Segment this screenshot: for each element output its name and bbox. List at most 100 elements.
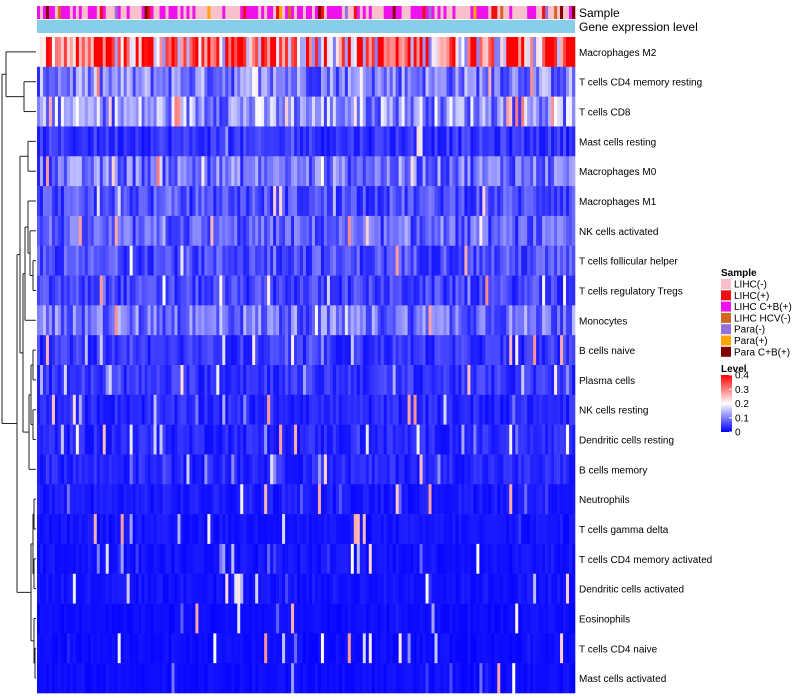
heatmap-body <box>37 37 576 694</box>
heatmap-cell <box>548 633 552 664</box>
heatmap-cell <box>225 305 229 336</box>
heatmap-cell <box>165 275 169 306</box>
heatmap-cell <box>78 365 83 396</box>
heatmap-cell <box>69 424 74 455</box>
heatmap-cell <box>482 633 486 664</box>
heatmap-cell <box>141 156 145 187</box>
heatmap-cell <box>147 335 151 366</box>
heatmap-cell <box>60 245 65 276</box>
heatmap-cell <box>219 66 223 97</box>
heatmap-cell <box>123 484 127 515</box>
heatmap-cell <box>63 514 68 545</box>
heatmap-cell <box>419 543 423 575</box>
heatmap-cell <box>210 96 214 127</box>
heatmap-cell <box>476 37 480 68</box>
heatmap-cell <box>470 305 474 336</box>
heatmap-cell <box>192 603 196 634</box>
heatmap-cell <box>500 603 504 634</box>
heatmap-cell <box>425 126 429 157</box>
heatmap-cell <box>54 543 59 575</box>
heatmap-cell <box>416 603 420 634</box>
heatmap-cell <box>114 394 118 425</box>
heatmap-cell <box>548 394 552 425</box>
heatmap-cell <box>213 126 217 157</box>
heatmap-cell <box>129 66 133 97</box>
sample-annotation-cell <box>389 6 393 19</box>
heatmap-cell <box>386 663 390 694</box>
heatmap-cell <box>225 96 229 127</box>
heatmap-cell <box>270 156 274 187</box>
heatmap-cell <box>521 454 525 485</box>
heatmap-cell <box>288 633 292 664</box>
heatmap-cell <box>303 126 307 157</box>
heatmap-cell <box>323 335 328 366</box>
heatmap-cell <box>66 663 71 694</box>
heatmap-cell <box>395 66 399 97</box>
heatmap-cell <box>518 454 522 485</box>
heatmap-cell <box>123 365 127 396</box>
heatmap-cell <box>443 275 447 306</box>
heatmap-cell <box>530 514 534 545</box>
heatmap-cell <box>422 394 426 425</box>
heatmap-cell <box>485 215 489 247</box>
heatmap-cell <box>165 454 169 485</box>
heatmap-cell <box>108 275 113 306</box>
heatmap-cell <box>37 633 41 664</box>
heatmap-cell <box>300 305 304 336</box>
heatmap-cell <box>87 365 92 396</box>
heatmap-cell <box>497 573 501 604</box>
heatmap-cell <box>156 365 160 396</box>
heatmap-cell <box>437 603 441 634</box>
heatmap-cell <box>189 573 193 604</box>
heatmap-cell <box>183 215 187 247</box>
heatmap-cell <box>380 275 385 306</box>
heatmap-cell <box>279 633 283 664</box>
sample-annotation-cell <box>288 6 292 19</box>
heatmap-cell <box>539 663 543 694</box>
heatmap-cell <box>500 126 504 157</box>
heatmap-cell <box>198 245 202 276</box>
heatmap-cell <box>54 365 59 396</box>
heatmap-cell <box>317 573 322 604</box>
heatmap-cell <box>141 66 145 97</box>
heatmap-cell <box>443 156 447 187</box>
heatmap-cell <box>542 543 546 575</box>
heatmap-cell <box>521 424 525 455</box>
heatmap-cell <box>183 573 187 604</box>
heatmap-cell <box>51 126 56 157</box>
heatmap-cell <box>171 215 175 247</box>
sample-annotation-cell <box>240 6 244 19</box>
heatmap-cell <box>398 66 402 97</box>
heatmap-cell <box>404 633 408 664</box>
heatmap-cell <box>524 96 528 127</box>
heatmap-cell <box>491 37 495 68</box>
heatmap-cell <box>282 275 286 306</box>
heatmap-cell <box>51 514 56 545</box>
heatmap-cell <box>180 275 184 306</box>
sample-annotation-cell <box>129 6 133 19</box>
heatmap-cell <box>365 543 370 575</box>
heatmap-cell <box>380 66 385 97</box>
heatmap-cell <box>554 37 558 68</box>
heatmap-cell <box>338 126 343 157</box>
heatmap-cell <box>479 603 483 634</box>
heatmap-cell <box>207 126 211 157</box>
heatmap-cell <box>383 186 387 217</box>
heatmap-cell <box>440 424 444 455</box>
heatmap-cell <box>344 275 349 306</box>
heatmap-row <box>37 543 576 575</box>
heatmap-cell <box>57 66 62 97</box>
heatmap-cell <box>317 275 322 306</box>
heatmap-cell <box>329 454 334 485</box>
heatmap-cell <box>332 484 337 515</box>
heatmap-cell <box>105 186 110 217</box>
heatmap-cell <box>219 335 223 366</box>
heatmap-cell <box>473 66 477 97</box>
heatmap-cell <box>264 454 268 485</box>
heatmap-cell <box>306 454 310 485</box>
heatmap-cell <box>78 335 83 366</box>
heatmap-cell <box>147 603 151 634</box>
heatmap-cell <box>267 156 271 187</box>
heatmap-cell <box>270 96 274 127</box>
heatmap-cell <box>380 573 385 604</box>
